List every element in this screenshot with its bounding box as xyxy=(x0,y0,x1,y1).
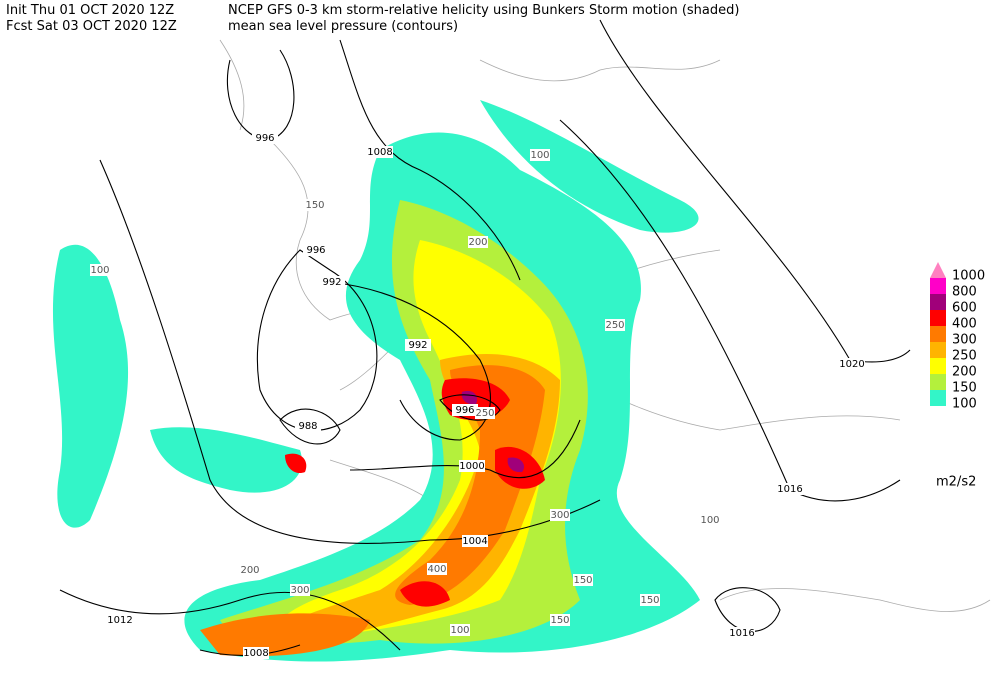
legend-label: 150 xyxy=(952,381,977,396)
shading-label-bg xyxy=(475,407,495,419)
shading-label-bg xyxy=(550,614,570,626)
isobar-label: 992 xyxy=(408,340,427,351)
isobar-label: 996 xyxy=(455,405,474,416)
helicity-area xyxy=(507,457,525,473)
legend-swatch xyxy=(930,326,946,342)
shading-label-bg xyxy=(468,236,488,248)
isobar-label: 1000 xyxy=(459,461,484,472)
legend-swatch xyxy=(930,358,946,374)
legend-swatch xyxy=(930,374,946,390)
helicity-area xyxy=(400,581,450,607)
isobar-label-bg xyxy=(252,132,278,144)
isobar-label: 992 xyxy=(322,277,341,288)
helicity-shading xyxy=(52,100,700,662)
legend-swatch xyxy=(930,390,946,406)
legend-swatch xyxy=(930,342,946,358)
shading-label-bg xyxy=(640,594,660,606)
shading-label: 100 xyxy=(90,265,109,276)
legend-label: 800 xyxy=(952,285,977,300)
isobar-label-bg xyxy=(295,420,321,432)
shading-label: 150 xyxy=(305,200,324,211)
isobar-label: 1016 xyxy=(729,628,754,639)
isobar-label-bg xyxy=(462,535,488,547)
legend-swatch xyxy=(930,294,946,310)
shading-label: 250 xyxy=(475,408,494,419)
legend-label: 1000 xyxy=(952,269,985,284)
helicity-area xyxy=(285,453,307,474)
shading-label: 150 xyxy=(573,575,592,586)
shading-labels: 100 150 200 250 300 400 150 100 200 150 100 300 250 1… xyxy=(90,149,720,636)
shading-label-bg xyxy=(290,584,310,596)
forecast-time: Fcst Sat 03 OCT 2020 12Z xyxy=(6,19,177,34)
shading-label-bg xyxy=(90,264,110,276)
subtitle: mean sea level pressure (contours) xyxy=(228,19,458,34)
legend-units: m2/s2 xyxy=(936,475,976,490)
shading-label: 300 xyxy=(290,585,309,596)
legend-label: 200 xyxy=(952,365,977,380)
helicity-area xyxy=(395,365,545,605)
isobar-label-bg xyxy=(729,627,755,639)
legend-swatch xyxy=(930,310,946,326)
shading-label: 200 xyxy=(240,565,259,576)
shading-label-bg xyxy=(305,199,325,211)
isobar-label: 1016 xyxy=(777,484,802,495)
helicity-area xyxy=(150,427,302,493)
shading-label: 100 xyxy=(450,625,469,636)
isobar-label-bg xyxy=(405,339,431,351)
shading-label: 300 xyxy=(550,510,569,521)
legend-swatch xyxy=(930,262,946,278)
shading-label-bg xyxy=(700,514,720,526)
legend-label: 250 xyxy=(952,349,977,364)
shading-label-bg xyxy=(450,624,470,636)
isobar-label: 1008 xyxy=(243,648,268,659)
isobar-label: 996 xyxy=(255,133,274,144)
shading-label-bg xyxy=(530,149,550,161)
legend-swatch xyxy=(930,278,946,294)
isobar-label: 988 xyxy=(298,421,317,432)
isobar-label: 1012 xyxy=(107,615,132,626)
shading-label-bg xyxy=(427,563,447,575)
shading-label: 150 xyxy=(640,595,659,606)
title: NCEP GFS 0-3 km storm-relative helicity … xyxy=(228,3,739,18)
helicity-area xyxy=(52,244,129,528)
isobar-label-bg xyxy=(107,614,133,626)
shading-label-bg xyxy=(550,509,570,521)
isobar-label-bg xyxy=(303,244,329,256)
init-time: Init Thu 01 OCT 2020 12Z xyxy=(6,3,174,18)
isobar-label-bg xyxy=(243,647,269,659)
isobar-label: 996 xyxy=(306,245,325,256)
shading-label: 100 xyxy=(700,515,719,526)
isobar-label-bg xyxy=(367,146,393,158)
isobar-label-bg xyxy=(452,404,478,416)
legend-label: 300 xyxy=(952,333,977,348)
isobar-labels: 996 1008 996 992 992 996 988 1000 1004 1012 1008 10… xyxy=(107,132,865,659)
isobar-label: 1008 xyxy=(367,147,392,158)
legend-label: 400 xyxy=(952,317,977,332)
legend-label: 100 xyxy=(952,397,977,412)
shading-label: 400 xyxy=(427,564,446,575)
helicity-area xyxy=(200,613,370,657)
isobar-label: 1004 xyxy=(462,536,487,547)
shading-label: 200 xyxy=(468,237,487,248)
shading-label-bg xyxy=(605,319,625,331)
helicity-area xyxy=(480,100,699,233)
isobar-label-bg xyxy=(777,483,803,495)
shading-label: 250 xyxy=(605,320,624,331)
shading-label-bg xyxy=(573,574,593,586)
isobar-label-bg xyxy=(319,276,345,288)
shading-label: 150 xyxy=(550,615,569,626)
legend-label: 600 xyxy=(952,301,977,316)
shading-label-bg xyxy=(240,564,260,576)
isobar-label-bg xyxy=(839,358,865,370)
isobar-label: 1020 xyxy=(839,359,864,370)
shading-label: 100 xyxy=(530,150,549,161)
isobar-label-bg xyxy=(459,460,485,472)
